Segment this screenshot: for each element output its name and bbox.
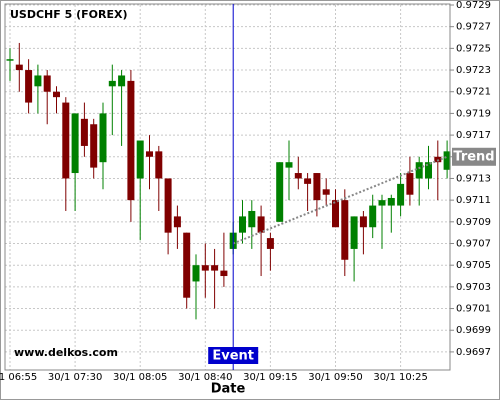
candle-body: [80, 118, 88, 146]
x-tick-label: 30/1 09:15: [243, 372, 297, 383]
candle-body: [350, 216, 358, 249]
y-tick-label: 0.9705: [456, 260, 491, 271]
candle-body: [378, 200, 386, 206]
candle-body: [341, 200, 349, 260]
y-tick-label: 0.9729: [456, 0, 491, 11]
candle-body: [369, 205, 377, 228]
candle-body: [285, 162, 293, 168]
candle-body: [43, 75, 51, 92]
trend-label: Trend: [453, 149, 494, 164]
candle-body: [443, 151, 451, 170]
candle-body: [127, 80, 135, 201]
y-tick-label: 0.9717: [456, 130, 491, 141]
y-tick-label: 0.9707: [456, 239, 491, 250]
candle-body: [146, 151, 153, 157]
marks: [6, 42, 451, 320]
candle-body: [322, 189, 330, 195]
y-tick-label: 0.9711: [456, 195, 491, 206]
candle-body: [53, 91, 60, 98]
y-tick-label: 0.9709: [456, 217, 491, 228]
x-tick-label: 30/1 08:40: [178, 372, 232, 383]
candle-body: [6, 59, 14, 61]
candle-body: [406, 173, 414, 195]
x-tick-label: 30/1 10:25: [373, 372, 427, 383]
candle-body: [397, 183, 405, 206]
candle-body: [155, 151, 163, 179]
candle-body: [15, 64, 23, 71]
watermark: www.delkos.com: [14, 346, 118, 359]
candle-body: [136, 140, 144, 179]
candle-body: [201, 265, 209, 271]
candle-body: [62, 102, 70, 179]
trend-label-box: [452, 147, 496, 166]
y-tick-label: 0.9727: [456, 22, 491, 33]
candle-body: [359, 216, 367, 228]
y-tick-label: 0.9701: [456, 304, 491, 315]
plot-border: [4, 3, 451, 371]
x-tick-label: 30/1 08:05: [113, 372, 167, 383]
candle-body: [304, 178, 312, 184]
y-tick-label: 0.9697: [456, 347, 491, 358]
candle-body: [164, 178, 172, 233]
candle-body: [276, 162, 284, 222]
candle-body: [192, 265, 200, 282]
candle-body: [99, 113, 107, 163]
candle-body: [220, 270, 228, 277]
candle-body: [248, 210, 256, 228]
candle-body: [257, 216, 265, 233]
candle-body: [313, 173, 321, 201]
trend-line: [232, 155, 448, 245]
candle-body: [71, 113, 79, 174]
candle-body: [415, 162, 423, 179]
candle-body: [425, 162, 432, 179]
candle-body: [90, 124, 98, 168]
x-tick-label: 30/1 07:30: [48, 372, 102, 383]
candle-body: [266, 238, 274, 249]
chart-title: USDCHF 5 (FOREX): [10, 8, 127, 21]
candle-body: [387, 197, 395, 206]
candle-body: [118, 75, 126, 87]
x-axis-label: Date: [211, 382, 246, 397]
candle-body: [34, 75, 42, 87]
candle-body: [294, 173, 302, 179]
y-tick-label: 0.9721: [456, 87, 491, 98]
y-tick-label: 0.9725: [456, 43, 491, 54]
x-tick-label: 30/1 09:50: [308, 372, 362, 383]
candle-body: [211, 265, 219, 271]
y-tick-label: 0.9713: [456, 173, 491, 184]
event-label: Event: [212, 349, 254, 364]
y-tick-label: 0.9699: [456, 325, 491, 336]
x-tick-label: 30/1 06:55: [0, 372, 37, 383]
event-label-box: [208, 347, 259, 364]
candle-body: [173, 216, 181, 228]
candle-body: [183, 232, 191, 298]
y-tick-label: 0.9703: [456, 282, 491, 293]
candle-body: [239, 216, 246, 233]
candle-body: [25, 70, 33, 103]
y-tick-label: 0.9723: [456, 65, 491, 76]
candle-body: [332, 200, 339, 228]
y-tick-label: 0.9719: [456, 108, 491, 119]
candle-body: [108, 80, 116, 87]
